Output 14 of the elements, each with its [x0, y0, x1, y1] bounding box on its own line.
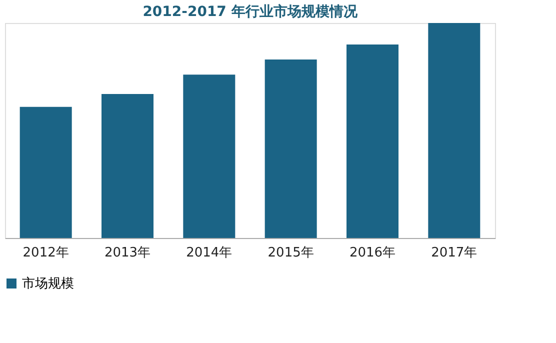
- x-tick-label: 2015年: [268, 246, 314, 260]
- x-tick-label: 2013年: [104, 246, 151, 260]
- x-tick-label: 2017年: [431, 246, 478, 260]
- x-tick-label: 2012年: [22, 246, 69, 260]
- bar: [102, 94, 154, 238]
- bar: [428, 23, 480, 238]
- bar: [346, 44, 398, 238]
- bar: [264, 60, 317, 238]
- x-tick-label: 2014年: [186, 246, 232, 260]
- bar: [20, 106, 72, 238]
- x-tick-label: 2016年: [349, 246, 396, 260]
- bar: [183, 74, 236, 238]
- legend-label: 市场规模: [22, 276, 74, 292]
- chart-title: 2012-2017 年行业市场规模情况: [142, 3, 358, 20]
